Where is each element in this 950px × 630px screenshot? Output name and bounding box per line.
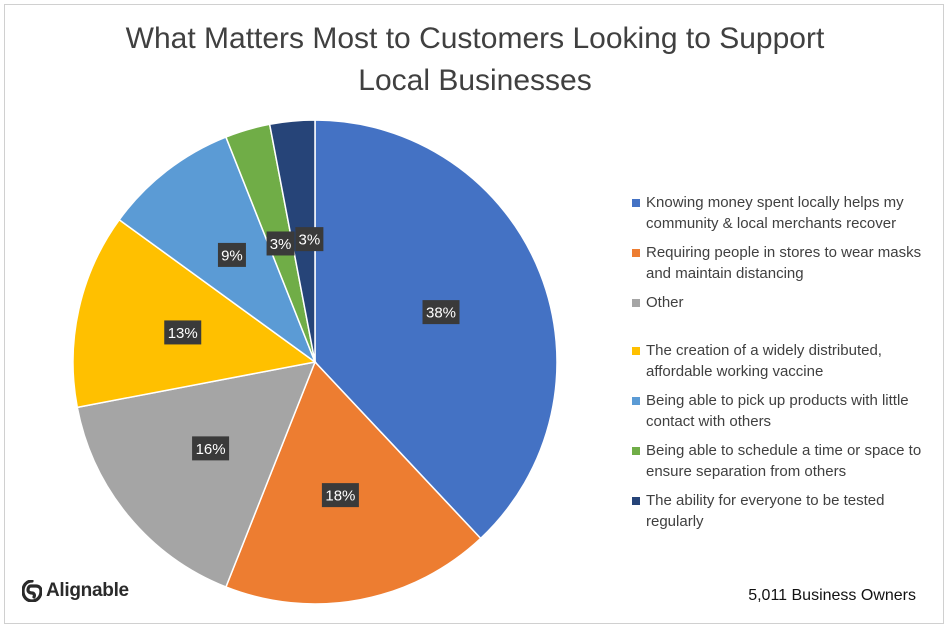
data-label-1: 38%: [422, 300, 460, 325]
data-label-box: [217, 242, 246, 267]
pie-slice-4: [72, 218, 317, 409]
data-label-text: 9%: [221, 247, 243, 264]
data-label-6: 3%: [266, 231, 295, 256]
legend-label: The creation of a widely distributed, aff…: [646, 340, 931, 382]
chart-title-line-1: What Matters Most to Customers Looking t…: [125, 22, 825, 55]
legend-label: Requiring people in stores to wear masks…: [646, 242, 931, 284]
pie-slice-5: [118, 136, 317, 365]
legend-label-line: Other: [646, 294, 684, 311]
pie-slices: [72, 119, 558, 605]
data-label-text: 18%: [325, 488, 355, 505]
data-label-text: 3%: [299, 232, 321, 249]
legend-label-line: regularly: [646, 513, 704, 530]
legend-swatch: [632, 199, 640, 207]
brand-name: Alignable: [46, 580, 129, 601]
legend-label-line: Requiring people in stores to wear masks: [646, 244, 922, 261]
alignable-logo-icon: [22, 580, 42, 602]
data-label-text: 3%: [270, 236, 292, 253]
legend-label-line: The creation of a widely distributed,: [646, 342, 882, 359]
data-label-box: [164, 320, 202, 345]
data-label-text: 16%: [196, 441, 226, 458]
data-label-2: 18%: [321, 483, 359, 508]
legend-label-line: Knowing money spent locally helps my: [646, 194, 904, 211]
legend-label: Knowing money spent locally helps my comm…: [646, 192, 931, 234]
legend-label-line: The ability for everyone to be tested: [646, 492, 885, 509]
legend-label-line: contact with others: [646, 413, 772, 430]
legend-label: Being able to schedule a time or space t…: [646, 440, 931, 482]
legend-label: Other: [646, 292, 931, 313]
legend-swatch: [632, 397, 640, 405]
data-label-text: 38%: [426, 305, 456, 322]
pie-data-labels: 38% 18% 16% 13% 9% 3% 3%: [164, 227, 460, 508]
legend-label: Being able to pick up products with litt…: [646, 390, 931, 432]
data-label-5: 9%: [217, 242, 246, 267]
data-label-box: [422, 300, 460, 325]
legend-swatch: [632, 249, 640, 257]
legend-label-line: community & local merchants recover: [646, 215, 897, 232]
pie-slice-2: [224, 360, 482, 605]
legend-swatch: [632, 347, 640, 355]
data-label-text: 13%: [168, 325, 198, 342]
data-label-3: 16%: [192, 436, 230, 461]
pie-slice-3: [76, 361, 317, 588]
legend-swatch: [632, 447, 640, 455]
chart-title: What Matters Most to Customers Looking t…: [0, 18, 950, 102]
legend-label-line: Being able to schedule a time or space t…: [646, 442, 922, 459]
sample-size-note: 5,011 Business Owners: [748, 587, 916, 604]
legend-label-line: ensure separation from others: [646, 463, 847, 480]
pie-slice-1: [314, 119, 558, 540]
legend-swatch: [632, 497, 640, 505]
data-label-box: [295, 227, 324, 252]
chart-title-line-2: Local Businesses: [358, 64, 592, 97]
data-label-box: [266, 231, 295, 256]
legend-label-line: Being able to pick up products with litt…: [646, 392, 909, 409]
data-label-box: [321, 483, 359, 508]
data-label-box: [192, 436, 230, 461]
legend-label-line: affordable working vaccine: [646, 363, 824, 380]
legend-swatch: [632, 299, 640, 307]
data-label-4: 13%: [164, 320, 202, 345]
data-label-7: 3%: [295, 227, 324, 252]
legend-label-line: and maintain distancing: [646, 265, 804, 282]
legend-label: The ability for everyone to be tested reg…: [646, 490, 931, 532]
